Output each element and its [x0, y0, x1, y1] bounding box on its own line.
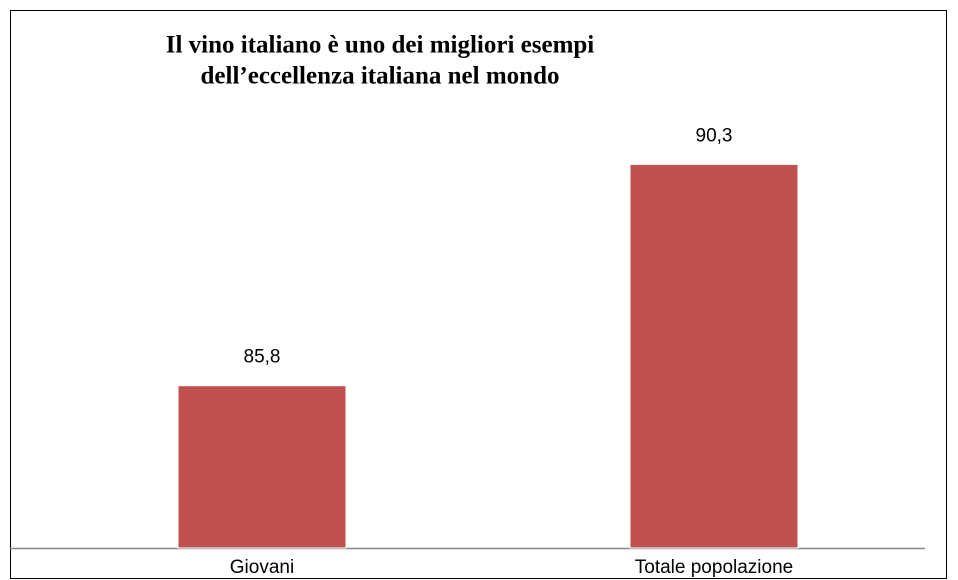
data-label: 90,3	[696, 125, 733, 146]
x-tick-label: Giovani	[230, 557, 294, 578]
data-label: 85,8	[244, 347, 281, 368]
bar	[629, 163, 799, 549]
chart-title: dell’eccellenza italiana nel mondo	[201, 63, 560, 90]
bar	[177, 385, 347, 549]
x-tick-label: Totale popolazione	[635, 557, 793, 578]
chart-border	[10, 10, 947, 579]
chart-title: Il vino italiano è uno dei migliori esem…	[166, 32, 595, 59]
